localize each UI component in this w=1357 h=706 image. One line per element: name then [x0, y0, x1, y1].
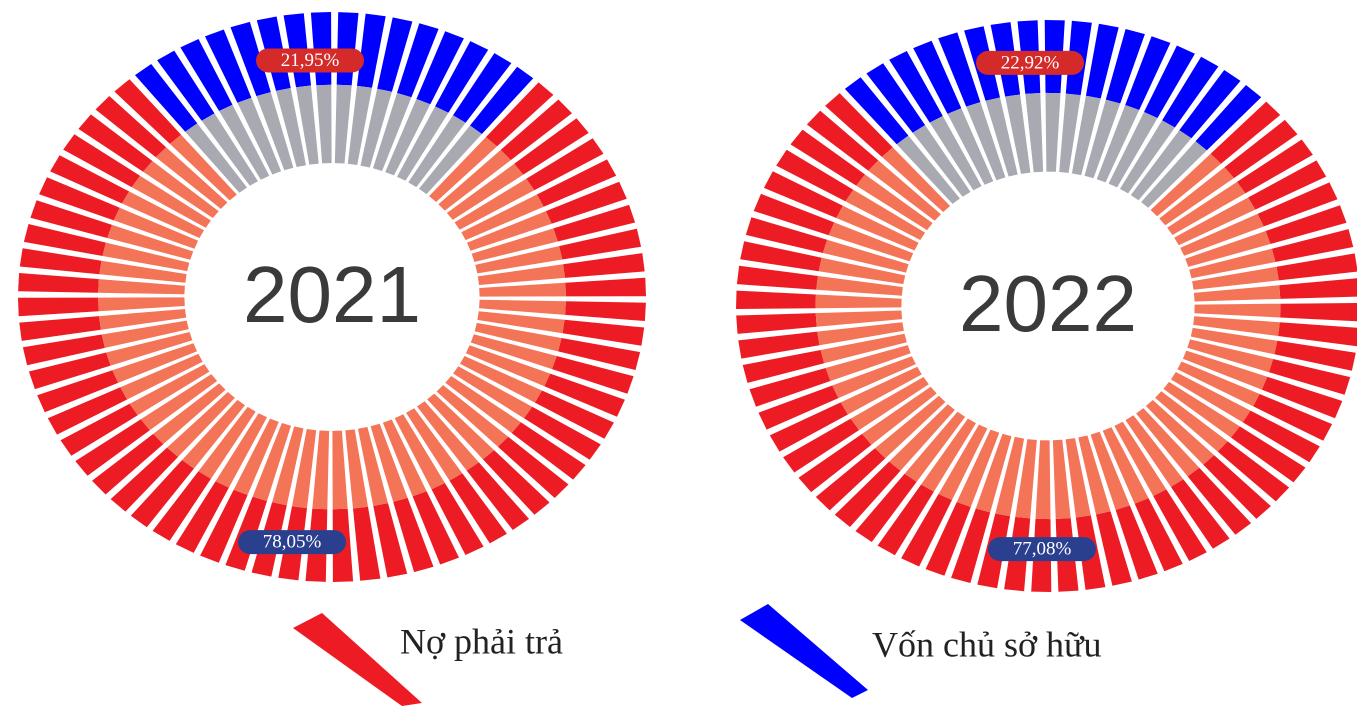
slice-outer [844, 20, 1262, 151]
slice-inner [98, 134, 566, 510]
value-label: 78,05% [263, 531, 322, 552]
chart-title: 2021 [243, 250, 421, 339]
legend-marker [740, 604, 868, 698]
value-label-bg [988, 537, 1096, 562]
value-label-bg [976, 50, 1084, 75]
value-label-bg [256, 48, 364, 73]
legend-label: Nợ phải trả [400, 621, 563, 661]
chart-title: 2022 [959, 259, 1137, 348]
value-label: 77,08% [1013, 538, 1072, 559]
value-label: 22,92% [1001, 52, 1060, 73]
slice-inner [815, 147, 1281, 520]
legend-marker [293, 613, 422, 706]
value-label: 21,95% [281, 50, 340, 71]
slice-outer [736, 93, 1357, 592]
legend-label: Vốn chủ sở hữu [872, 624, 1102, 664]
slice-outer [135, 12, 534, 134]
slice-inner [896, 92, 1207, 208]
value-label-bg [238, 530, 346, 555]
slice-outer [18, 79, 646, 582]
slice-inner [185, 84, 482, 195]
